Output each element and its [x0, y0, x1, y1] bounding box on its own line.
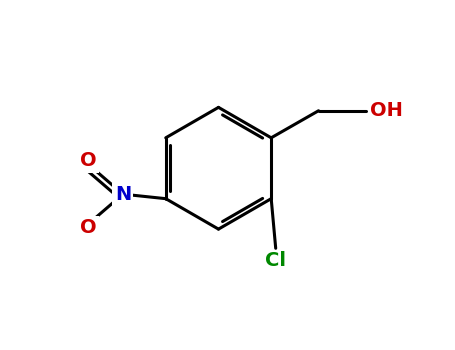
Text: N: N — [115, 185, 131, 204]
Text: O: O — [80, 151, 96, 170]
Text: Cl: Cl — [265, 251, 286, 270]
Text: OH: OH — [369, 101, 402, 120]
Text: O: O — [80, 218, 96, 237]
